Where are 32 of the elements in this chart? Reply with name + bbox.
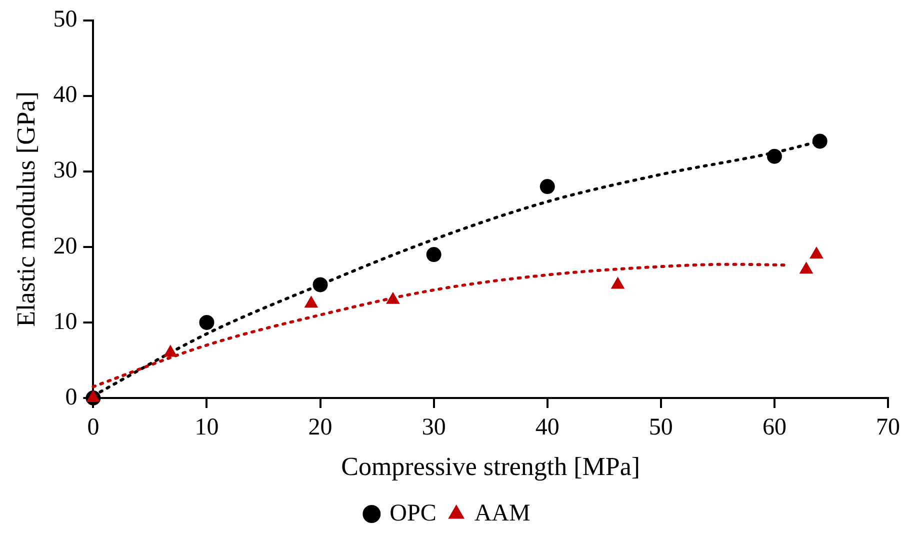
point (611, 277, 624, 289)
line-series (92, 262, 788, 388)
y-axis-title: Elastic modulus [GPa] (11, 91, 40, 327)
point (304, 296, 318, 308)
point (812, 134, 828, 149)
point (386, 292, 400, 304)
point (426, 247, 442, 262)
x-tick-label: 50 (648, 414, 673, 441)
point (164, 345, 177, 357)
point (312, 277, 328, 292)
point (540, 179, 555, 194)
point (810, 247, 824, 259)
point (199, 314, 214, 330)
point (766, 148, 782, 164)
legend-label: OPC (390, 500, 436, 526)
x-tick-label: 0 (87, 414, 100, 441)
y-tick-label: 0 (65, 384, 78, 410)
x-tick-label: 30 (422, 414, 446, 441)
y-tick-label: 20 (53, 233, 78, 260)
x-tick-label: 40 (535, 414, 560, 441)
y-tick-label: 40 (53, 82, 78, 108)
x-tick-label: 10 (194, 414, 219, 441)
y-tick-label: 50 (53, 6, 78, 33)
y-tick-label: 10 (53, 308, 78, 335)
legend-label: AAM (474, 500, 530, 526)
x-tick-label: 60 (762, 414, 786, 441)
x-tick-label: 20 (308, 414, 332, 441)
y-tick-label: 30 (53, 158, 78, 184)
point (800, 262, 813, 274)
point (86, 390, 100, 402)
x-tick-label: 70 (876, 414, 900, 441)
x-axis-title: Compressive strength [MPa] (341, 452, 640, 482)
